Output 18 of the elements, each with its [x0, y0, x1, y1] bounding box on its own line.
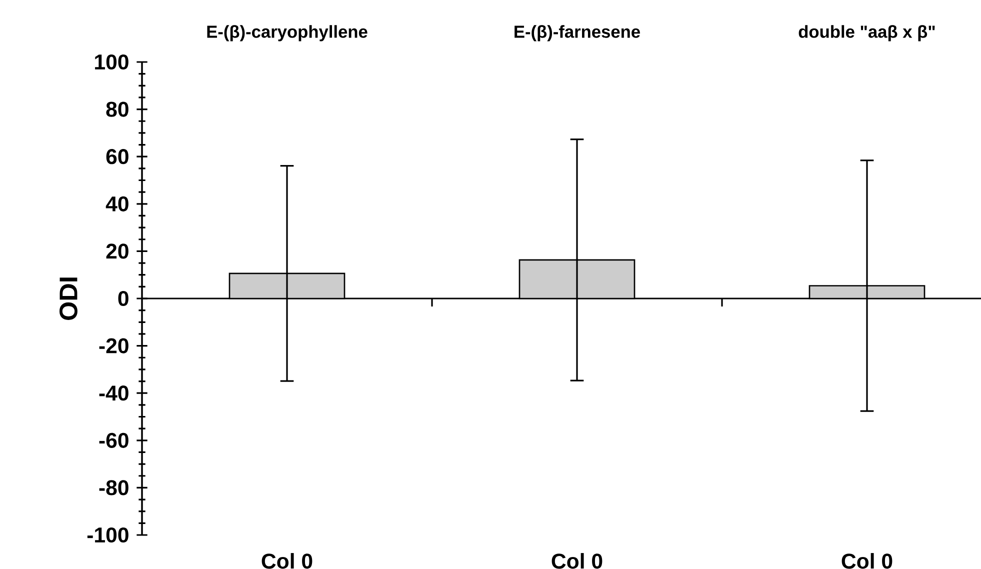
text: E-(β)-caryophyllene	[207, 25, 368, 42]
y-tick-label: 20	[106, 244, 128, 259]
y-tick-label: -20	[99, 338, 128, 354]
y-tick-label: -40	[99, 386, 128, 401]
y-axis-title: ODI	[60, 278, 78, 320]
y-tick-label: 100	[95, 54, 128, 70]
y-tick-label: 0	[118, 290, 128, 306]
text: double "aaβ x β"	[798, 25, 935, 42]
y-tick-label: 80	[106, 102, 128, 117]
y-tick-label: -60	[99, 432, 128, 448]
x-tick-label: Col 0	[842, 553, 892, 569]
y-tick-label: -100	[87, 527, 128, 543]
y-tick-label: -80	[99, 480, 128, 496]
y-tick-label: 60	[106, 149, 128, 164]
x-tick-label: Col 0	[552, 553, 602, 569]
text: E-(β)-farnesene	[514, 25, 640, 42]
y-tick-label: 40	[106, 196, 128, 212]
x-tick-label: Col 0	[262, 553, 312, 569]
